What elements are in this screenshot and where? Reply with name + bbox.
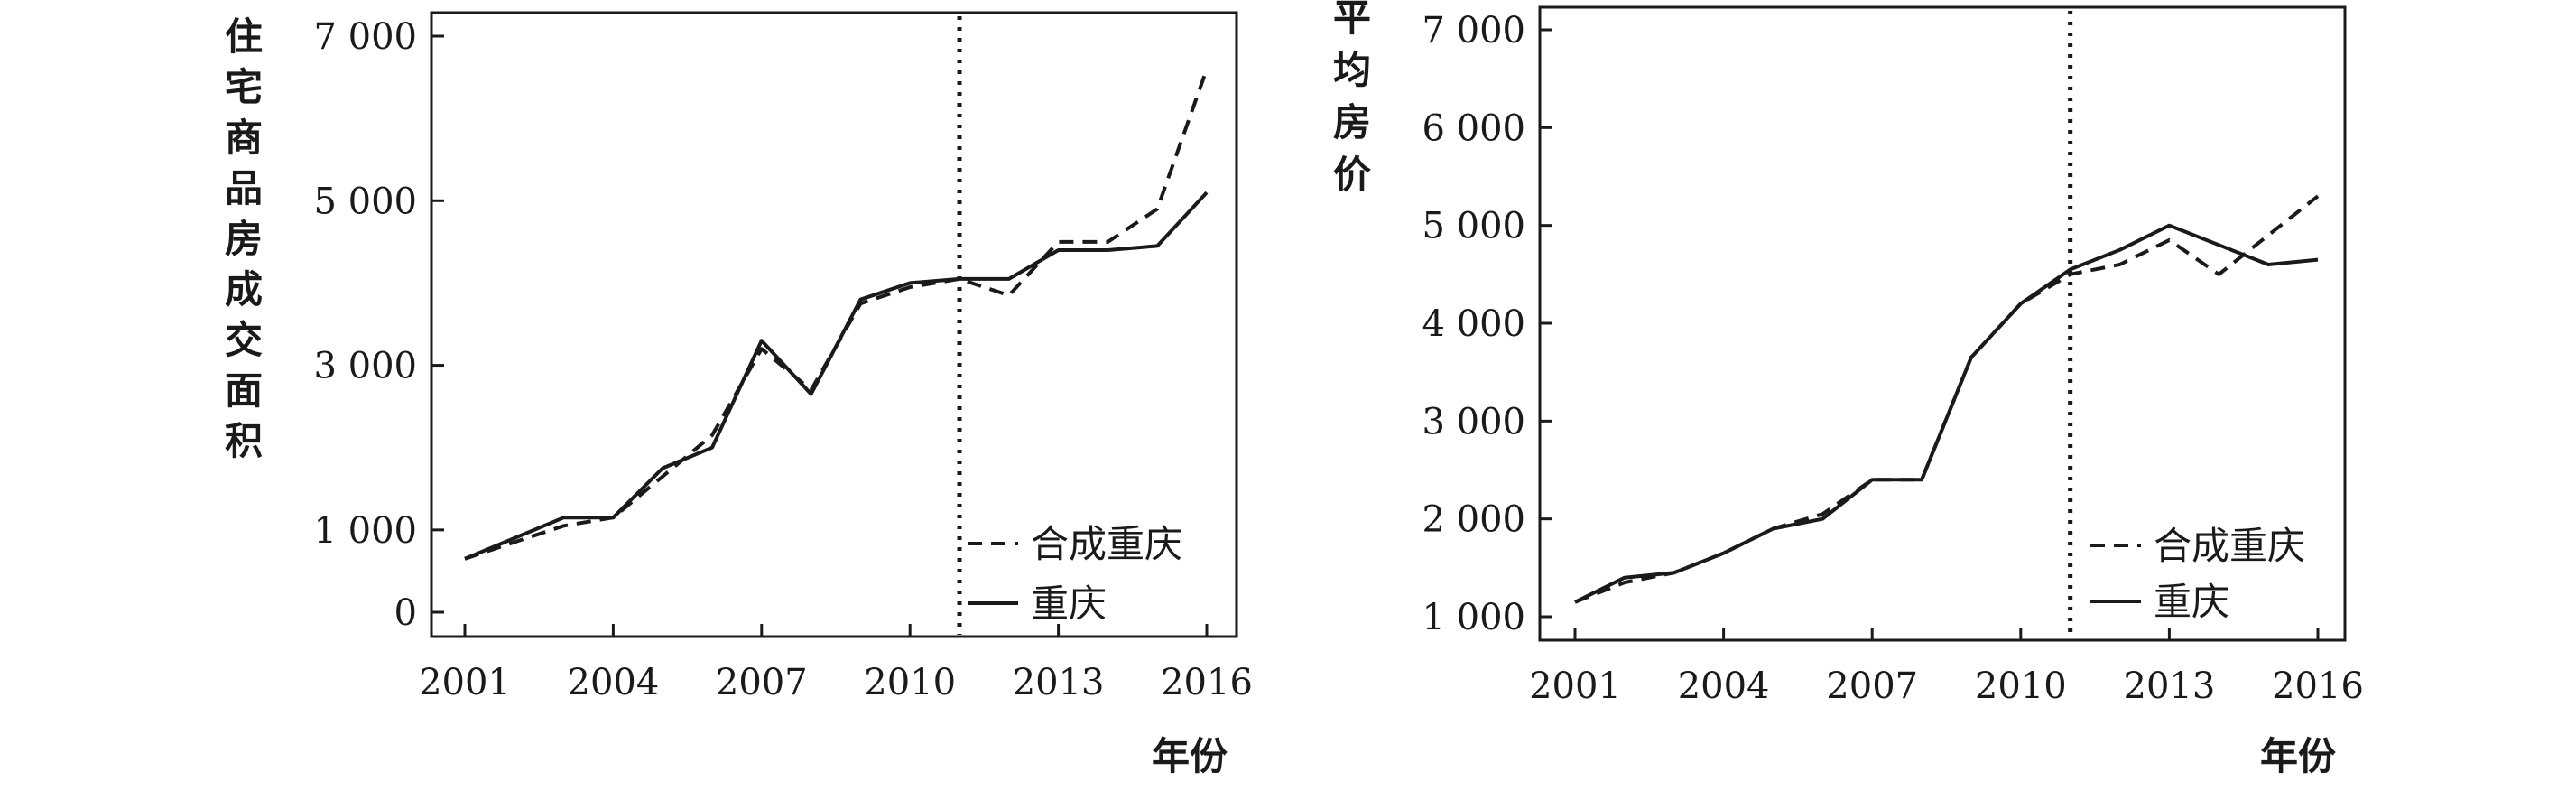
x-tick-label: 2004 [568, 662, 660, 703]
y-tick-label: 1 000 [1422, 597, 1525, 638]
x-tick-label: 2007 [1826, 665, 1918, 707]
y-tick-label: 4 000 [1422, 303, 1525, 345]
y-axis-label-char: 平 [1333, 0, 1371, 40]
x-tick-label: 2007 [716, 662, 808, 703]
x-tick-label: 2001 [1529, 665, 1621, 707]
y-tick-label: 7 000 [313, 16, 417, 58]
y-axis-label-char: 交 [225, 318, 263, 362]
y-tick-label: 5 000 [1422, 206, 1525, 247]
legend-label: 重庆 [2154, 580, 2229, 624]
x-tick-label: 2010 [1975, 665, 2067, 707]
y-axis-label-char: 品 [225, 166, 263, 210]
series-line-actual [464, 191, 1209, 561]
y-tick-label: 0 [394, 592, 417, 634]
legend-label: 合成重庆 [1031, 522, 1182, 566]
y-tick-label: 5 000 [313, 181, 417, 222]
y-axis-label-char: 均 [1333, 48, 1371, 92]
x-tick-label: 2004 [1678, 665, 1770, 707]
y-axis-label-char: 商 [225, 116, 263, 160]
y-axis-label-char: 价 [1333, 153, 1371, 197]
x-tick-label: 2010 [864, 662, 956, 703]
y-axis-label-char: 房 [225, 217, 263, 261]
y-axis-label-char: 房 [1333, 100, 1371, 144]
y-axis-label-char: 住 [225, 14, 263, 59]
x-axis-label: 年份 [2260, 734, 2336, 778]
undefined [430, 11, 1238, 638]
y-axis-label-char: 积 [225, 419, 263, 463]
x-tick-label: 2016 [1161, 662, 1253, 703]
series-line-actual [1574, 223, 2319, 604]
series-line-synthetic [464, 68, 1209, 561]
y-axis-label-char: 成 [225, 267, 263, 312]
x-tick-label: 2013 [2124, 665, 2216, 707]
legend-label: 重庆 [1031, 582, 1107, 626]
x-tick-label: 2001 [419, 662, 511, 703]
y-axis-label-char: 宅 [225, 65, 263, 109]
y-axis-label-char: 面 [225, 368, 263, 413]
chart-1: 0 1 000 3 000 5 000 7 000 2001 2004 2007 2010 201… [225, 11, 1253, 778]
y-tick-label: 3 000 [313, 346, 417, 387]
y-tick-label: 2 000 [1422, 499, 1525, 541]
data-point [1006, 293, 1012, 298]
y-tick-label: 7 000 [1422, 10, 1525, 51]
legend-label: 合成重庆 [2154, 524, 2305, 568]
data-point [2266, 233, 2271, 238]
y-tick-label: 1 000 [313, 510, 417, 552]
y-tick-label: 6 000 [1422, 107, 1525, 149]
y-tick-label: 3 000 [1422, 401, 1525, 442]
x-tick-label: 2016 [2272, 665, 2364, 707]
x-tick-label: 2013 [1013, 662, 1105, 703]
x-axis-label: 年份 [1152, 734, 1228, 778]
chart-2: 1 000 2 000 3 000 4 000 5 000 6 000 7 000 2001 2… [1333, 0, 2364, 778]
data-point [1204, 66, 1209, 71]
